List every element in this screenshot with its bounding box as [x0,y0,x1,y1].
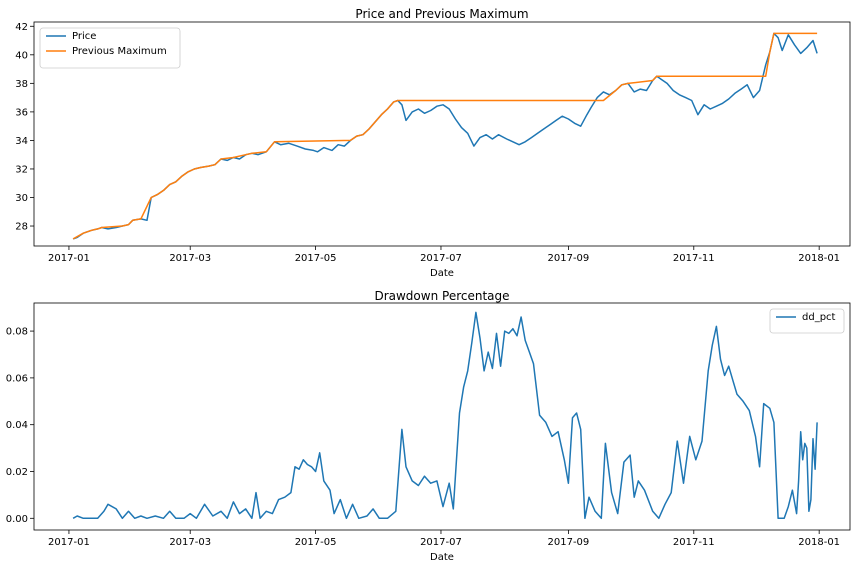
drawdown-y-tick-label: 0.04 [6,420,28,431]
drawdown-y-tick-label: 0.00 [6,514,28,525]
price-y-tick-label: 32 [15,164,28,175]
legend-label-price: Price [72,31,96,42]
price-x-tick-label: 2017-07 [420,253,462,264]
drawdown-plot-area: 2017-01 2017-03 2017-05 2017-07 2017-09 2017-… [6,302,851,548]
drawdown-x-tick-label: 2017-07 [420,537,462,548]
price-y-tick-label: 42 [15,22,28,33]
price-x-tick-label: 2018-01 [798,253,840,264]
price-chart-x-axis-label: Date [430,268,454,279]
price-y-tick-label: 40 [15,50,28,61]
price-x-tick-label: 2017-11 [673,253,715,264]
drawdown-x-tick-label: 2017-03 [169,537,211,548]
price-y-tick-label: 38 [15,79,28,90]
price-y-tick-label: 28 [15,222,28,233]
price-chart: Price and Previous Maximum 2017-01 2017-0… [15,7,851,279]
price-plot-area: 2017-01 2017-03 2017-05 2017-07 2017-09 2017-… [15,21,851,264]
price-x-tick-label: 2017-03 [169,253,211,264]
drawdown-y-tick-label: 0.06 [6,373,28,384]
drawdown-x-tick-label: 2017-05 [295,537,337,548]
price-chart-title: Price and Previous Maximum [355,7,528,21]
drawdown-x-tick-label: 2017-01 [48,537,90,548]
price-y-tick-label: 36 [15,107,28,118]
price-y-tick-label: 30 [15,193,28,204]
legend-label-previous-maximum: Previous Maximum [72,46,167,57]
legend-label-dd-pct: dd_pct [802,312,836,323]
drawdown-x-tick-label: 2017-09 [548,537,590,548]
drawdown-legend [769,308,845,334]
dd-pct-series-line [72,311,818,520]
price-y-tick-label: 34 [15,136,28,147]
price-legend [39,27,181,69]
drawdown-x-tick-label: 2018-01 [798,537,840,548]
drawdown-chart: Drawdown Percentage 2017-01 2017-03 2017-0… [6,289,851,563]
drawdown-chart-title: Drawdown Percentage [374,289,509,303]
drawdown-axes-frame [33,302,851,531]
price-x-tick-label: 2017-01 [48,253,90,264]
price-axes-frame [33,21,851,247]
drawdown-x-tick-label: 2017-11 [673,537,715,548]
price-x-tick-label: 2017-09 [548,253,590,264]
drawdown-y-tick-label: 0.08 [6,327,28,338]
previous-maximum-series-line [72,32,818,240]
price-x-tick-label: 2017-05 [295,253,337,264]
drawdown-y-tick-label: 0.02 [6,467,28,478]
drawdown-chart-x-axis-label: Date [430,552,454,563]
